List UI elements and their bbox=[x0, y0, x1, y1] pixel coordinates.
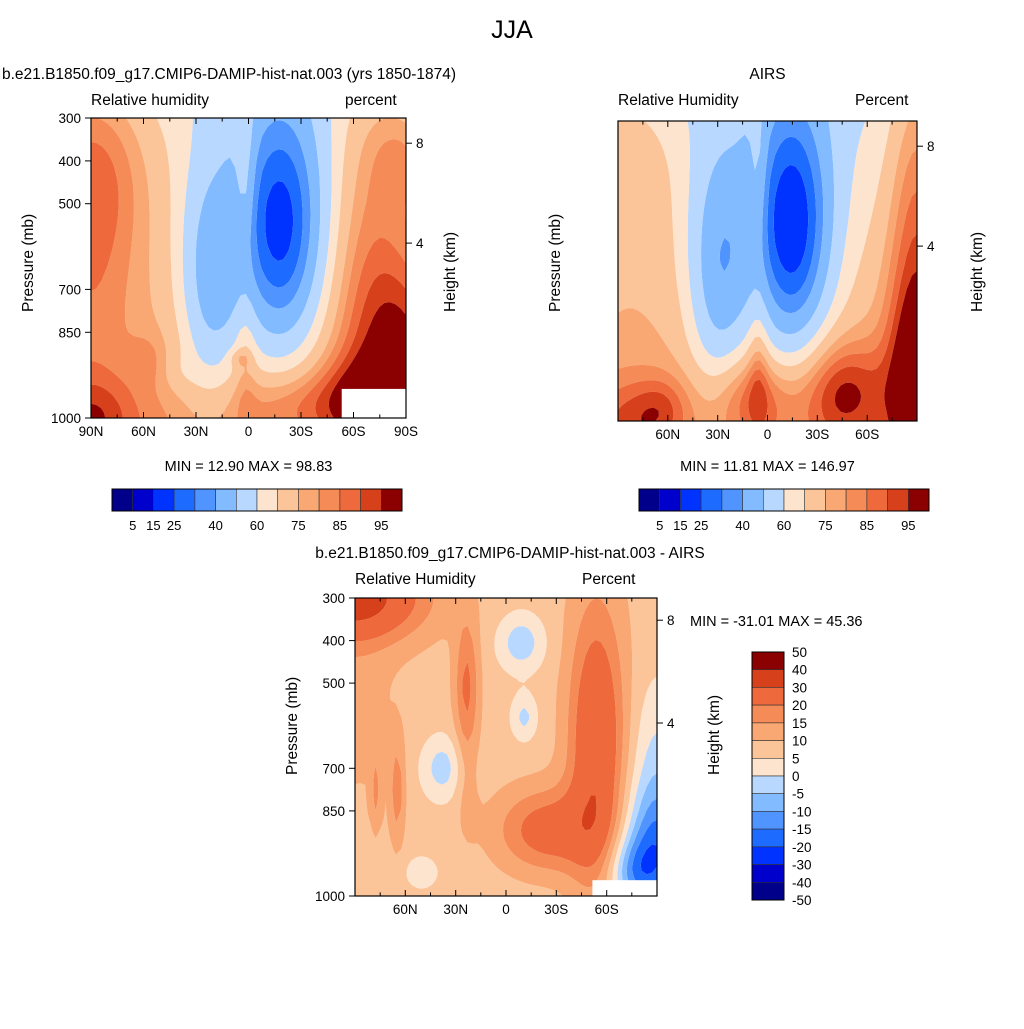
svg-text:85: 85 bbox=[860, 518, 874, 533]
svg-text:4: 4 bbox=[416, 236, 424, 251]
svg-text:700: 700 bbox=[322, 761, 345, 776]
svg-text:60N: 60N bbox=[655, 427, 680, 442]
svg-text:300: 300 bbox=[58, 111, 81, 126]
svg-text:30N: 30N bbox=[443, 902, 468, 917]
svg-text:90N: 90N bbox=[79, 424, 104, 439]
svg-text:4: 4 bbox=[927, 239, 935, 254]
svg-text:-50: -50 bbox=[792, 893, 812, 908]
svg-text:-5: -5 bbox=[792, 787, 804, 802]
svg-text:95: 95 bbox=[374, 518, 388, 533]
svg-text:40: 40 bbox=[735, 518, 749, 533]
svg-text:50: 50 bbox=[792, 645, 807, 660]
svg-text:850: 850 bbox=[322, 804, 345, 819]
svg-text:40: 40 bbox=[792, 663, 807, 678]
svg-text:-40: -40 bbox=[792, 875, 812, 890]
svg-text:0: 0 bbox=[245, 424, 253, 439]
svg-text:0: 0 bbox=[764, 427, 772, 442]
svg-text:30S: 30S bbox=[289, 424, 313, 439]
svg-text:850: 850 bbox=[58, 325, 81, 340]
svg-text:8: 8 bbox=[667, 613, 675, 628]
svg-text:15: 15 bbox=[146, 518, 160, 533]
svg-text:40: 40 bbox=[208, 518, 222, 533]
svg-text:0: 0 bbox=[792, 769, 800, 784]
svg-text:8: 8 bbox=[416, 136, 424, 151]
svg-text:20: 20 bbox=[792, 698, 807, 713]
svg-text:400: 400 bbox=[322, 634, 345, 649]
svg-text:1000: 1000 bbox=[51, 411, 81, 426]
svg-text:400: 400 bbox=[58, 154, 81, 169]
svg-text:15: 15 bbox=[792, 716, 807, 731]
svg-text:30N: 30N bbox=[184, 424, 209, 439]
svg-text:95: 95 bbox=[901, 518, 915, 533]
svg-text:60S: 60S bbox=[595, 902, 619, 917]
svg-text:-30: -30 bbox=[792, 858, 812, 873]
svg-text:30S: 30S bbox=[805, 427, 829, 442]
svg-text:5: 5 bbox=[792, 751, 800, 766]
svg-text:10: 10 bbox=[792, 734, 807, 749]
svg-text:30: 30 bbox=[792, 680, 807, 695]
svg-text:500: 500 bbox=[322, 676, 345, 691]
svg-text:90S: 90S bbox=[394, 424, 418, 439]
svg-text:300: 300 bbox=[322, 591, 345, 606]
svg-text:0: 0 bbox=[502, 902, 510, 917]
svg-text:-15: -15 bbox=[792, 822, 812, 837]
svg-text:60S: 60S bbox=[855, 427, 879, 442]
svg-text:15: 15 bbox=[673, 518, 687, 533]
svg-text:-20: -20 bbox=[792, 840, 812, 855]
svg-text:60: 60 bbox=[250, 518, 264, 533]
svg-text:85: 85 bbox=[333, 518, 347, 533]
svg-text:60S: 60S bbox=[341, 424, 365, 439]
svg-text:75: 75 bbox=[818, 518, 832, 533]
svg-text:5: 5 bbox=[656, 518, 663, 533]
svg-text:8: 8 bbox=[927, 139, 935, 154]
svg-text:5: 5 bbox=[129, 518, 136, 533]
svg-text:25: 25 bbox=[167, 518, 181, 533]
svg-text:60: 60 bbox=[777, 518, 791, 533]
svg-text:500: 500 bbox=[58, 197, 81, 212]
svg-text:1000: 1000 bbox=[315, 889, 345, 904]
svg-text:25: 25 bbox=[694, 518, 708, 533]
svg-text:75: 75 bbox=[291, 518, 305, 533]
svg-text:-10: -10 bbox=[792, 804, 812, 819]
svg-text:60N: 60N bbox=[393, 902, 418, 917]
svg-text:60N: 60N bbox=[131, 424, 156, 439]
svg-text:30N: 30N bbox=[705, 427, 730, 442]
svg-text:4: 4 bbox=[667, 716, 675, 731]
svg-text:30S: 30S bbox=[544, 902, 568, 917]
svg-text:700: 700 bbox=[58, 282, 81, 297]
